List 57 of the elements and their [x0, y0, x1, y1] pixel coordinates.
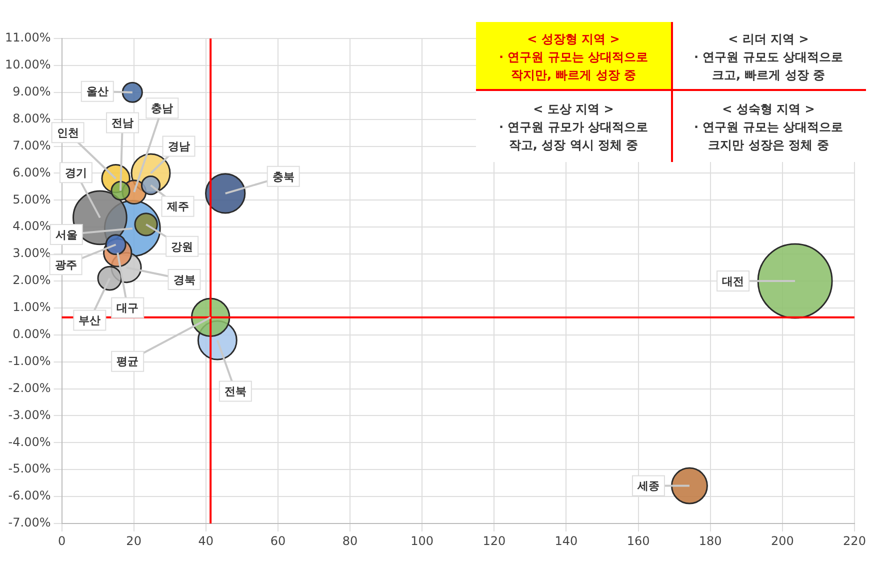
y-tick-label: 3.00% [12, 246, 51, 260]
y-tick-label: 10.00% [4, 58, 51, 72]
y-tick-label: -2.00% [8, 380, 51, 395]
annotation: · 연구원 규모가 상대적으로 작고, 성장 역시 정체 중 [498, 119, 650, 154]
annotation: < 성숙형 지역 > [721, 101, 816, 118]
annotation: · 연구원 규모도 상대적으로 크고, 빠르게 성장 중 [692, 49, 844, 84]
x-tick-label: 20 [126, 534, 142, 548]
text: 전남 [111, 116, 134, 130]
y-tick-label: 2.00% [12, 273, 51, 288]
x-tick-label: 100 [410, 534, 434, 548]
text: 광주 [54, 258, 77, 272]
annotation: · 연구원 규모는 상대적으로 작지만, 빠르게 성장 중 [498, 49, 650, 84]
x-tick-label: 120 [482, 534, 506, 548]
annotation: · 연구원 규모는 상대적으로 크지만 성장은 정체 중 [692, 119, 844, 154]
text: 경북 [173, 273, 196, 286]
x-tick-label: 180 [698, 534, 722, 548]
series-label: 제주 [166, 200, 189, 214]
y-tick-label: 9.00% [12, 84, 51, 99]
y-tick-label: 8.00% [12, 111, 51, 126]
y-tick-label: 4.00% [12, 219, 51, 234]
text: 부산 [78, 314, 101, 328]
y-tick-label: 6.00% [12, 165, 51, 180]
text: 평균 [116, 355, 139, 368]
x-tick-label: 160 [626, 534, 650, 548]
y-tick-label: 5.00% [12, 192, 51, 206]
annotation: < 리더 지역 > [727, 31, 810, 48]
text: 인천 [56, 126, 79, 140]
series-label: 경기 [64, 166, 87, 180]
annotation: < 성장형 지역 > [526, 31, 621, 48]
text: 서울 [55, 228, 78, 242]
text: 충북 [272, 170, 294, 184]
series-label: 경남 [168, 140, 190, 154]
x-tick-label: 40 [198, 534, 214, 548]
y-tick-label: -1.00% [8, 354, 51, 368]
x-tick-label: 0 [58, 534, 66, 548]
y-tick-label: -4.00% [8, 434, 51, 449]
y-tick-label: -3.00% [8, 408, 51, 422]
y-tick-label: 7.00% [12, 138, 51, 152]
y-tick-label: 1.00% [12, 300, 51, 314]
series-label: 세종 [636, 480, 660, 493]
x-tick-label: 60 [270, 534, 286, 548]
text: 대구 [116, 302, 139, 315]
x-tick-label: 140 [554, 534, 578, 548]
series-label: 대전 [722, 274, 744, 288]
text: 충남 [151, 102, 174, 115]
text: 전북 [224, 385, 246, 398]
annotation: < 도상 지역 > [532, 101, 615, 118]
y-tick-label: -7.00% [8, 516, 51, 530]
y-tick-label: -6.00% [8, 488, 51, 503]
y-tick-label: 0.00% [12, 327, 51, 342]
x-tick-label: 80 [342, 534, 358, 548]
y-tick-label: -5.00% [8, 462, 51, 476]
series-label: 강원 [171, 240, 194, 254]
y-tick-label: 11.00% [4, 30, 51, 45]
series-label: 울산 [86, 85, 108, 98]
x-tick-label: 220 [843, 534, 866, 548]
x-tick-label: 200 [770, 534, 794, 548]
